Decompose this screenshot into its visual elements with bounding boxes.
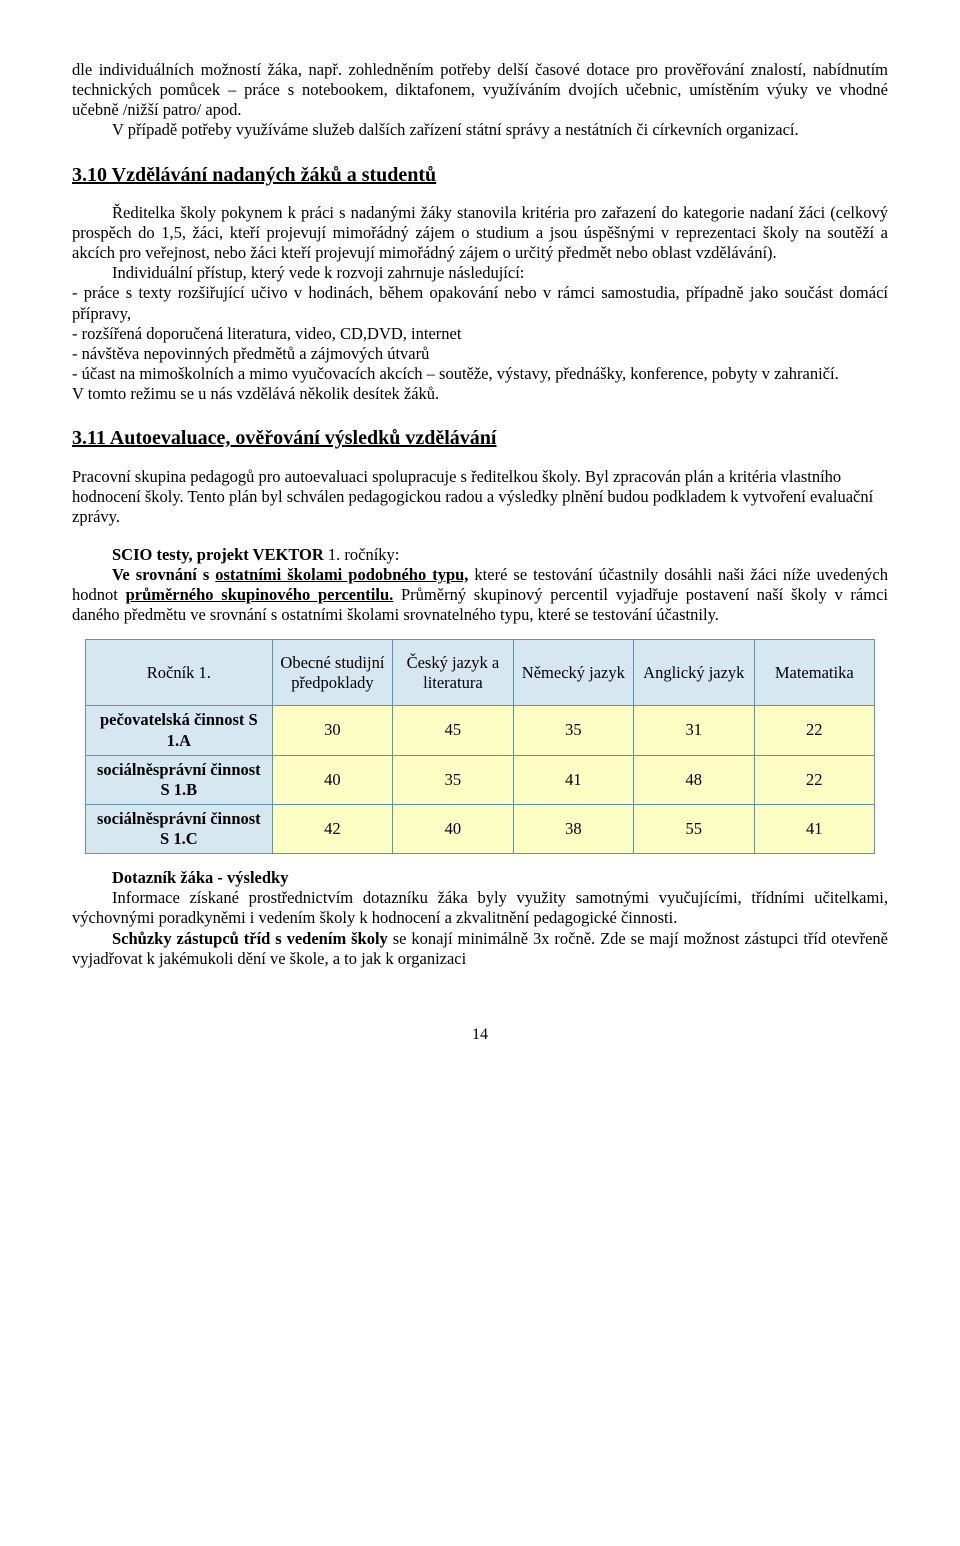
scio-label: SCIO testy, projekt VEKTOR: [112, 545, 324, 564]
s310-b3: - návštěva nepovinných předmětů a zájmov…: [72, 344, 888, 364]
closing-p2: Schůzky zástupců tříd s vedením školy se…: [72, 929, 888, 969]
row-label: sociálněsprávní činnost S 1.C: [86, 804, 273, 853]
section-311-title: 3.11 Autoevaluace, ověřování výsledků vz…: [72, 426, 888, 450]
cell: 31: [634, 706, 754, 755]
s311-p2: Ve srovnání s ostatními školami podobnéh…: [72, 565, 888, 625]
s310-b1: - práce s texty rozšiřující učivo v hodi…: [72, 283, 888, 323]
cell: 41: [754, 804, 874, 853]
page-number: 14: [72, 1025, 888, 1045]
cell: 40: [272, 755, 392, 804]
cell: 35: [393, 755, 513, 804]
cell: 30: [272, 706, 392, 755]
th-rocnik: Ročník 1.: [86, 640, 273, 706]
cell: 40: [393, 804, 513, 853]
cell: 22: [754, 706, 874, 755]
section-310-title: 3.10 Vzdělávání nadaných žáků a studentů: [72, 163, 888, 187]
p2b: ostatními školami podobného typu,: [215, 565, 468, 584]
cell: 41: [513, 755, 633, 804]
p2a: Ve srovnání s: [112, 565, 215, 584]
cell: 48: [634, 755, 754, 804]
table-header-row: Ročník 1. Obecné studijní předpoklady Če…: [86, 640, 875, 706]
s310-p1: Ředitelka školy pokynem k práci s nadaný…: [72, 203, 888, 263]
th-aj: Anglický jazyk: [634, 640, 754, 706]
p2d: průměrného skupinového percentilu.: [126, 585, 394, 604]
s311-p1: Pracovní skupina pedagogů pro autoevalua…: [72, 467, 888, 527]
th-osp: Obecné studijní předpoklady: [272, 640, 392, 706]
intro-p1: dle individuálních možností žáka, např. …: [72, 60, 888, 120]
th-cj: Český jazyk a literatura: [393, 640, 513, 706]
intro-p2: V případě potřeby využíváme služeb další…: [72, 120, 888, 140]
s310-b4: - účast na mimoškolních a mimo vyučovací…: [72, 364, 888, 384]
cell: 38: [513, 804, 633, 853]
table-row: sociálněsprávní činnost S 1.C 42 40 38 5…: [86, 804, 875, 853]
cell: 22: [754, 755, 874, 804]
s310-p3: V tomto režimu se u nás vzdělává několik…: [72, 384, 888, 404]
s310-p2: Individuální přístup, který vede k rozvo…: [72, 263, 888, 283]
table-row: pečovatelská činnost S 1.A 30 45 35 31 2…: [86, 706, 875, 755]
s310-b2: - rozšířená doporučená literatura, video…: [72, 324, 888, 344]
percentile-table: Ročník 1. Obecné studijní předpoklady Če…: [85, 639, 875, 854]
scio-suffix: 1. ročníky:: [324, 545, 400, 564]
th-nj: Německý jazyk: [513, 640, 633, 706]
closing-p1: Informace získané prostřednictvím dotazn…: [72, 888, 888, 928]
closing-t1-line: Dotazník žáka - výsledky: [72, 868, 888, 888]
closing-t1: Dotazník žáka - výsledky: [112, 868, 288, 887]
row-label: pečovatelská činnost S 1.A: [86, 706, 273, 755]
scio-line: SCIO testy, projekt VEKTOR 1. ročníky:: [72, 545, 888, 565]
closing-t2: Schůzky zástupců tříd s vedením školy: [112, 929, 388, 948]
cell: 35: [513, 706, 633, 755]
cell: 55: [634, 804, 754, 853]
table-row: sociálněsprávní činnost S 1.B 40 35 41 4…: [86, 755, 875, 804]
cell: 45: [393, 706, 513, 755]
th-mat: Matematika: [754, 640, 874, 706]
row-label: sociálněsprávní činnost S 1.B: [86, 755, 273, 804]
cell: 42: [272, 804, 392, 853]
